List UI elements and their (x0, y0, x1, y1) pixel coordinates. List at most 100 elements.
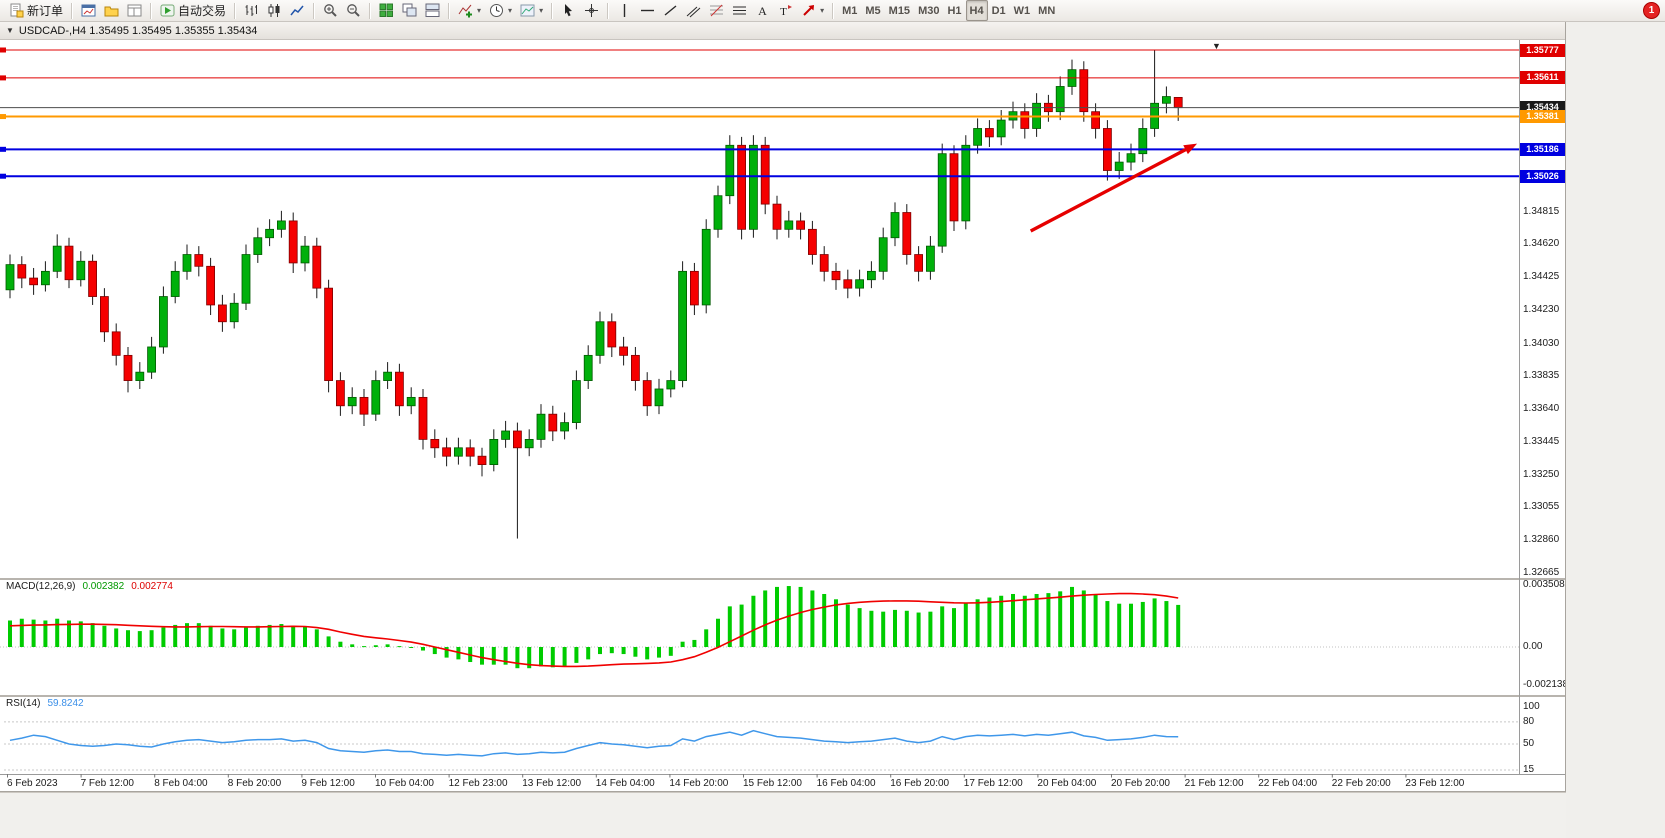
toolbar-separator (150, 2, 153, 19)
templates-button[interactable]: ▾ (516, 0, 547, 21)
crosshair-button[interactable] (580, 0, 603, 21)
price-scale-label: 1.33445 (1523, 435, 1560, 447)
rsi-scale-label: 100 (1523, 701, 1540, 712)
price-scale-label: 1.33055 (1523, 501, 1560, 513)
time-axis-label: 17 Feb 12:00 (963, 778, 1023, 789)
autotrading-button[interactable]: 自动交易 (156, 0, 230, 21)
macd-scale-label: -0.002138 (1523, 678, 1566, 690)
arrows-button[interactable]: ▾ (797, 0, 828, 21)
macd-scale-label: 0.00 (1523, 641, 1543, 652)
macd-scale-label: 0.003508 (1523, 579, 1565, 590)
new-chart-button[interactable] (77, 0, 100, 21)
chart-menu-icon[interactable]: ▼ (6, 26, 14, 35)
parallel-lines-button[interactable] (728, 0, 751, 21)
vertical-line-button[interactable] (613, 0, 636, 21)
hline-icon (640, 3, 655, 18)
cascade-windows-button[interactable] (398, 0, 421, 21)
zoom-out-button[interactable] (342, 0, 365, 21)
status-strip (0, 792, 1566, 838)
timeframe-mn-button-label: MN (1038, 4, 1056, 17)
timeframe-m15-button[interactable]: M15 (885, 0, 914, 21)
text-button[interactable]: A (751, 0, 774, 21)
timeframe-h4-button-label: H4 (969, 4, 984, 17)
macd-signal-line (9, 592, 1179, 668)
crosshair-icon (584, 3, 599, 18)
indicators-button[interactable]: ▾ (454, 0, 485, 21)
rsi-scale-label: 15 (1523, 763, 1535, 775)
price-tag: 1.35611 (1520, 71, 1565, 85)
trend-arrow-annotation[interactable] (1029, 143, 1198, 233)
profiles-button[interactable] (100, 0, 123, 21)
parallel-lines-icon (732, 3, 747, 18)
timeframe-m5-button-label: M5 (865, 4, 881, 17)
horizontal-line[interactable] (0, 146, 1519, 152)
rsi-indicator-label: RSI(14) 59.8242 (6, 698, 84, 709)
price-scale-label: 1.34030 (1523, 337, 1560, 349)
timeframe-mn-button[interactable]: MN (1034, 0, 1059, 21)
new-order-button-label: 新订单 (27, 4, 64, 18)
toolbar-separator (234, 2, 237, 19)
price-scale-label: 1.34815 (1523, 205, 1560, 217)
channel-button[interactable] (682, 0, 705, 21)
toolbar-separator (71, 2, 74, 19)
timeframe-h4-button[interactable]: H4 (965, 0, 988, 21)
tile-windows-button[interactable] (375, 0, 398, 21)
time-axis-label: 14 Feb 04:00 (595, 778, 655, 789)
timeframe-m5-button[interactable]: M5 (861, 0, 884, 21)
arrows-icon (801, 3, 816, 18)
zoom-in-button[interactable] (319, 0, 342, 21)
horizontal-line[interactable] (0, 173, 1519, 179)
chart-shift-icon[interactable]: ▼ (1212, 41, 1221, 51)
dropdown-arrow-icon: ▾ (539, 6, 544, 15)
data-window-button[interactable] (123, 0, 146, 21)
new-order-button[interactable]: 新订单 (5, 0, 67, 21)
data-window-icon (127, 3, 142, 18)
horizontal-line-button[interactable] (636, 0, 659, 21)
cascade-icon (402, 3, 417, 18)
notification-badge[interactable]: 1 (1643, 2, 1660, 19)
bar-chart-icon (244, 3, 259, 18)
time-axis-label: 8 Feb 20:00 (227, 778, 282, 789)
price-scale-label: 1.34230 (1523, 303, 1560, 315)
clock-icon (489, 3, 504, 18)
toolbar-separator (448, 2, 451, 19)
time-axis-label: 16 Feb 20:00 (890, 778, 950, 789)
bar-chart-button[interactable] (240, 0, 263, 21)
time-axis-label: 20 Feb 04:00 (1037, 778, 1097, 789)
timeframe-h1-button[interactable]: H1 (943, 0, 965, 21)
autotrading-icon (160, 3, 175, 18)
trendline-button[interactable] (659, 0, 682, 21)
fibonacci-button[interactable] (705, 0, 728, 21)
svg-text:T: T (780, 6, 787, 18)
zoom-out-icon (346, 3, 361, 18)
horizontal-line[interactable] (0, 75, 1519, 81)
profiles-icon (104, 3, 119, 18)
dropdown-arrow-icon: ▾ (820, 6, 825, 15)
timeframe-d1-button[interactable]: D1 (988, 0, 1010, 21)
channel-icon (686, 3, 701, 18)
candlestick-chart-button[interactable] (263, 0, 286, 21)
time-axis-label: 15 Feb 12:00 (743, 778, 802, 789)
time-axis-label: 10 Feb 04:00 (375, 778, 434, 789)
timeframe-m30-button[interactable]: M30 (914, 0, 943, 21)
cursor-button[interactable] (557, 0, 580, 21)
label-button[interactable]: T (774, 0, 797, 21)
tile-horizontal-icon (425, 3, 440, 18)
chart-canvas[interactable] (0, 22, 1566, 792)
dropdown-arrow-icon: ▾ (508, 6, 513, 15)
time-axis-label: 22 Feb 04:00 (1258, 778, 1318, 789)
line-chart-button[interactable] (286, 0, 309, 21)
tile-windows-icon (379, 3, 394, 18)
periods-button[interactable]: ▾ (485, 0, 516, 21)
chart-title-bar[interactable]: ▼ USDCAD-,H4 1.35495 1.35495 1.35355 1.3… (0, 22, 1565, 40)
toolbar-buttons: 新订单 自动交易 ▾ ▾ ▾ A T ▾ M1 M5 M15 M30 H1 H4 D1 W1 MN (5, 0, 1059, 21)
horizontal-line[interactable] (0, 114, 1519, 120)
timeframe-m1-button[interactable]: M1 (838, 0, 861, 21)
horizontal-line[interactable] (0, 47, 1519, 53)
timeframe-w1-button[interactable]: W1 (1010, 0, 1035, 21)
price-tag: 1.35186 (1520, 142, 1565, 156)
price-tag: 1.35777 (1520, 43, 1565, 57)
timeframe-m1-button-label: M1 (842, 4, 858, 17)
tile-horizontal-button[interactable] (421, 0, 444, 21)
fibonacci-icon (709, 3, 724, 18)
